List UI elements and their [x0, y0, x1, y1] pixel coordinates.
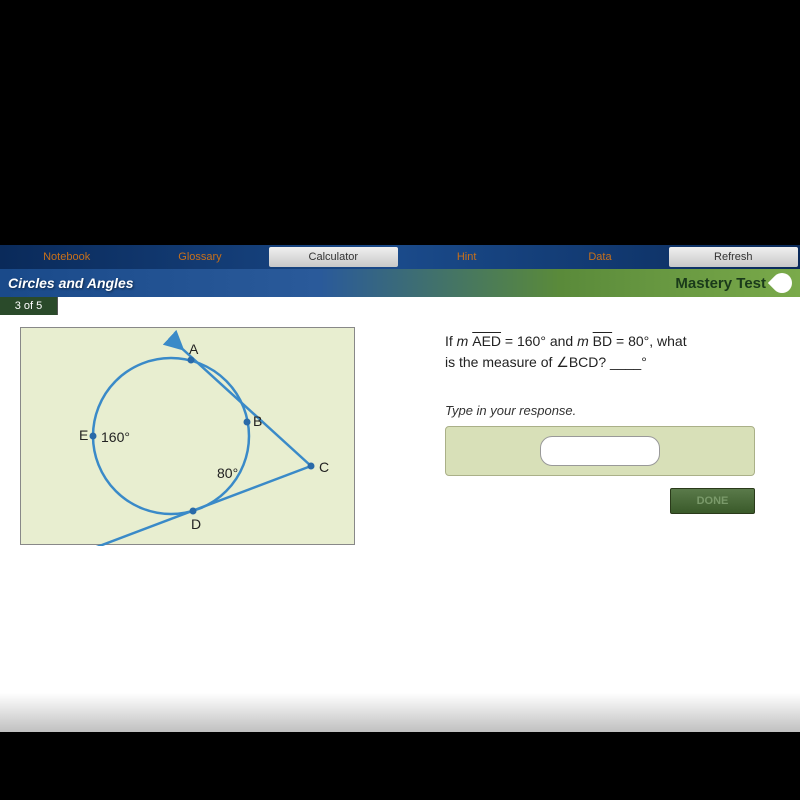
progress-indicator: 3 of 5 — [0, 297, 58, 315]
broadcast-icon — [768, 269, 796, 297]
mode-label: Mastery Test — [675, 273, 792, 293]
diagram-svg: A E B D C 160° 80° — [21, 328, 356, 546]
content-area: A E B D C 160° 80° If m AED = 160° and m… — [0, 315, 800, 557]
geometry-diagram: A E B D C 160° 80° — [20, 327, 355, 545]
q-arc1: AED — [472, 333, 501, 349]
q-eq1: = 160° and — [501, 333, 577, 349]
label-B: B — [253, 413, 262, 429]
q-prefix: If — [445, 333, 457, 349]
secant-CD — [73, 466, 311, 546]
arc-label-160: 160° — [101, 429, 130, 445]
toolbar-notebook[interactable]: Notebook — [2, 247, 131, 267]
label-A: A — [189, 341, 199, 357]
label-E: E — [79, 427, 88, 443]
q-line2: is the measure of ∠BCD? ____° — [445, 354, 647, 370]
q-eq2: = 80°, what — [612, 333, 686, 349]
q-m1: m — [457, 333, 469, 349]
toolbar-calculator[interactable]: Calculator — [269, 247, 398, 267]
toolbar-glossary[interactable]: Glossary — [135, 247, 264, 267]
point-C — [308, 463, 315, 470]
question-panel: If m AED = 160° and m BD = 80°, what is … — [445, 327, 780, 545]
arc-label-80: 80° — [217, 465, 238, 481]
done-button[interactable]: DONE — [670, 488, 755, 514]
q-arc2: BD — [593, 333, 612, 349]
point-E — [90, 433, 97, 440]
point-D — [190, 508, 197, 515]
app-window: Notebook Glossary Calculator Hint Data R… — [0, 245, 800, 732]
answer-input[interactable] — [540, 436, 660, 466]
question-text: If m AED = 160° and m BD = 80°, what is … — [445, 331, 780, 373]
letterbox-top — [0, 0, 800, 245]
q-m2: m — [577, 333, 589, 349]
toolbar-hint[interactable]: Hint — [402, 247, 531, 267]
lesson-title: Circles and Angles — [8, 275, 134, 291]
toolbar-refresh[interactable]: Refresh — [669, 247, 798, 267]
secant-CA — [177, 344, 311, 466]
answer-container — [445, 426, 755, 476]
point-A — [188, 357, 195, 364]
point-B — [244, 419, 251, 426]
letterbox-bottom — [0, 732, 800, 800]
label-C: C — [319, 459, 329, 475]
toolbar-data[interactable]: Data — [535, 247, 664, 267]
toolbar: Notebook Glossary Calculator Hint Data R… — [0, 245, 800, 269]
input-prompt: Type in your response. — [445, 403, 780, 418]
label-D: D — [191, 516, 201, 532]
title-bar: Circles and Angles Mastery Test — [0, 269, 800, 297]
mode-text: Mastery Test — [675, 275, 766, 292]
